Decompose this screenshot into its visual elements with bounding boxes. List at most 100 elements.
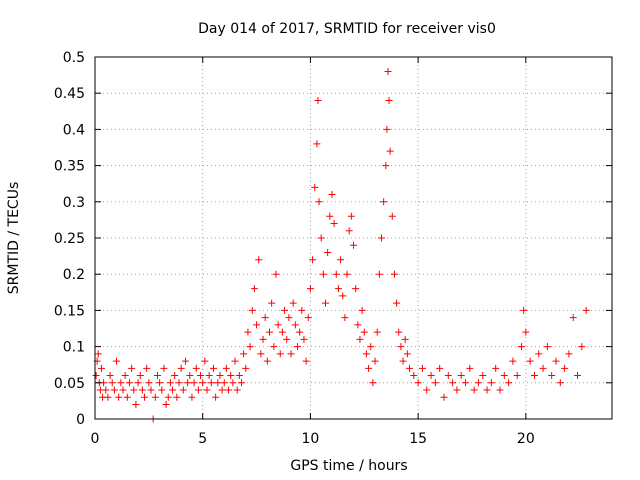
data-point bbox=[365, 364, 373, 372]
data-point bbox=[509, 357, 517, 365]
data-point bbox=[466, 364, 474, 372]
data-point bbox=[539, 364, 547, 372]
data-point bbox=[393, 299, 401, 307]
data-point bbox=[328, 191, 336, 199]
data-point bbox=[207, 379, 215, 387]
data-point bbox=[440, 393, 448, 401]
data-point bbox=[313, 140, 321, 148]
data-point bbox=[141, 393, 149, 401]
data-point bbox=[479, 372, 487, 380]
y-tick-label: 0.4 bbox=[63, 122, 85, 138]
y-tick-label: 0.2 bbox=[63, 267, 85, 283]
data-point bbox=[285, 314, 293, 322]
data-point bbox=[197, 372, 205, 380]
data-point bbox=[121, 372, 129, 380]
data-point bbox=[134, 379, 142, 387]
y-tick-label: 0.45 bbox=[54, 86, 85, 102]
data-point bbox=[225, 386, 233, 394]
data-point bbox=[233, 386, 241, 394]
data-point bbox=[383, 125, 391, 133]
data-point bbox=[214, 379, 222, 387]
data-point bbox=[505, 379, 513, 387]
data-point bbox=[330, 220, 338, 228]
data-point bbox=[102, 386, 110, 394]
data-point bbox=[314, 96, 322, 104]
data-point bbox=[496, 386, 504, 394]
data-point bbox=[343, 270, 351, 278]
data-point bbox=[151, 393, 159, 401]
data-point bbox=[179, 386, 187, 394]
data-point bbox=[352, 285, 360, 293]
data-point bbox=[250, 285, 258, 293]
data-point bbox=[265, 328, 273, 336]
data-point bbox=[436, 364, 444, 372]
data-point bbox=[449, 379, 457, 387]
data-point bbox=[175, 379, 183, 387]
data-point bbox=[188, 393, 196, 401]
data-point bbox=[453, 386, 461, 394]
data-point bbox=[406, 364, 414, 372]
data-point bbox=[283, 335, 291, 343]
data-point bbox=[574, 372, 582, 380]
data-point bbox=[263, 357, 271, 365]
data-point bbox=[181, 357, 189, 365]
data-point bbox=[399, 357, 407, 365]
data-point bbox=[115, 393, 123, 401]
data-point bbox=[186, 372, 194, 380]
data-point bbox=[385, 96, 393, 104]
data-point bbox=[274, 321, 282, 329]
y-axis-label: SRMTID / TECUs bbox=[6, 182, 22, 295]
data-point bbox=[315, 198, 323, 206]
y-tick-label: 0.3 bbox=[63, 195, 85, 211]
data-point bbox=[132, 401, 140, 409]
data-point bbox=[164, 393, 172, 401]
data-point bbox=[119, 386, 127, 394]
data-point bbox=[371, 357, 379, 365]
data-point bbox=[386, 147, 394, 155]
data-point bbox=[222, 364, 230, 372]
data-point bbox=[248, 306, 256, 314]
data-point bbox=[104, 393, 112, 401]
x-tick-label: 10 bbox=[302, 431, 320, 447]
x-tick-labels: 0 5 10 15 20 bbox=[91, 431, 535, 447]
data-point bbox=[203, 386, 211, 394]
x-axis-label: GPS time / hours bbox=[290, 458, 407, 474]
x-tick-label: 20 bbox=[517, 431, 535, 447]
data-point bbox=[518, 343, 526, 351]
data-point bbox=[319, 270, 327, 278]
data-point bbox=[201, 357, 209, 365]
data-point bbox=[92, 372, 100, 380]
data-point bbox=[317, 234, 325, 242]
data-point bbox=[354, 321, 362, 329]
data-point bbox=[578, 343, 586, 351]
data-point bbox=[147, 386, 155, 394]
data-point bbox=[427, 372, 435, 380]
data-point bbox=[94, 350, 102, 358]
data-point bbox=[278, 328, 286, 336]
y-tick-label: 0 bbox=[76, 412, 85, 428]
data-point bbox=[304, 314, 312, 322]
data-point bbox=[513, 372, 521, 380]
data-point bbox=[561, 364, 569, 372]
data-point bbox=[358, 306, 366, 314]
data-point bbox=[332, 270, 340, 278]
data-point bbox=[414, 379, 422, 387]
data-point bbox=[237, 379, 245, 387]
data-point bbox=[431, 379, 439, 387]
data-point bbox=[548, 372, 556, 380]
data-point bbox=[218, 386, 226, 394]
data-point bbox=[106, 372, 114, 380]
data-point bbox=[395, 328, 403, 336]
data-point bbox=[470, 386, 478, 394]
data-point bbox=[220, 379, 228, 387]
data-point bbox=[173, 393, 181, 401]
chart-title: Day 014 of 2017, SRMTID for receiver vis… bbox=[198, 21, 496, 37]
data-point bbox=[306, 285, 314, 293]
data-point bbox=[302, 357, 310, 365]
data-point bbox=[418, 364, 426, 372]
data-point bbox=[410, 372, 418, 380]
data-point bbox=[311, 183, 319, 191]
data-point bbox=[526, 357, 534, 365]
data-point bbox=[345, 227, 353, 235]
data-point bbox=[194, 386, 202, 394]
